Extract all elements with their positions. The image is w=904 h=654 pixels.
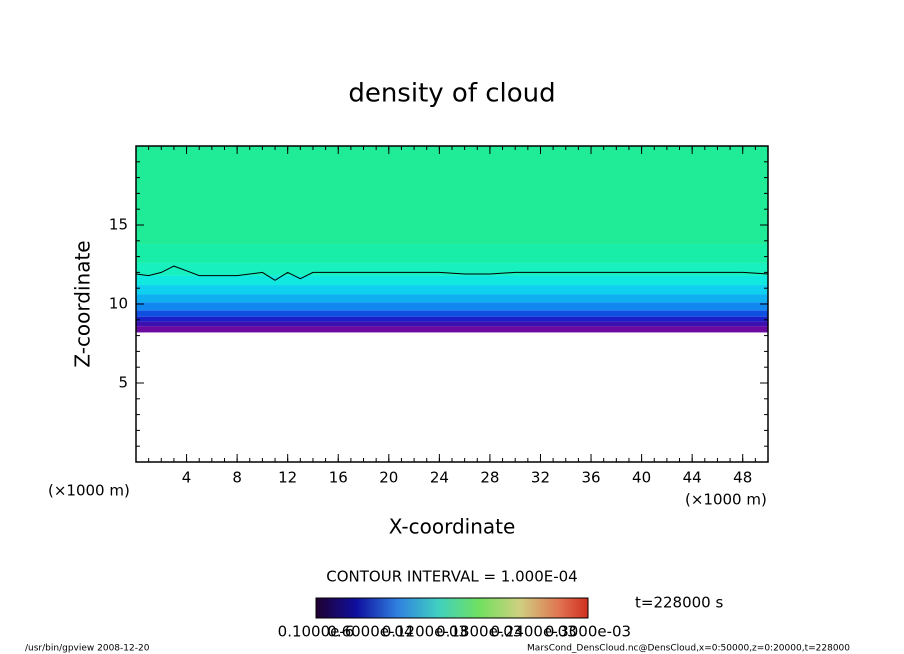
x-unit: (×1000 m) (48, 482, 130, 500)
fill-band (136, 316, 768, 322)
x-axis-label: X-coordinate (389, 515, 516, 539)
x-tick-label: 24 (430, 469, 449, 487)
colorbar-label: 0.1000e-6 (278, 623, 355, 641)
x-tick-label: 8 (232, 469, 242, 487)
y-unit: (×1000 m) (685, 491, 767, 509)
footer-left: /usr/bin/gpview 2008-12-20 (25, 644, 150, 654)
fill-band (136, 302, 768, 311)
x-tick-label: 48 (733, 469, 752, 487)
fill-band (136, 326, 768, 333)
footer-right: MarsCond_DensCloud.nc@DensCloud,x=0:5000… (527, 644, 850, 654)
x-tick-label: 16 (329, 469, 348, 487)
colorbar-label: 0.1200e-03 (382, 623, 468, 641)
colorbar (315, 597, 589, 619)
y-tick-label: 5 (118, 374, 128, 392)
contour-interval: CONTOUR INTERVAL = 1.000E-04 (326, 568, 577, 586)
x-tick-label: 32 (531, 469, 550, 487)
fill-band (136, 146, 768, 244)
fill-band (136, 275, 768, 286)
fill-band (136, 285, 768, 295)
fill-band (136, 321, 768, 327)
contour-line (135, 265, 769, 281)
plot-area (135, 146, 769, 333)
time-label: t=228000 s (635, 594, 723, 612)
colorbar-label: 0.1800e-03 (436, 623, 522, 641)
y-tick-label: 15 (109, 216, 128, 234)
y-axis-label: Z-coordinate (71, 240, 95, 367)
fill-band (136, 243, 768, 263)
x-tick-label: 40 (632, 469, 651, 487)
x-tick-label: 20 (379, 469, 398, 487)
x-tick-label: 44 (683, 469, 702, 487)
y-tick-label: 10 (109, 295, 128, 313)
colorbar-label: 0.6000e-04 (327, 623, 413, 641)
x-tick-label: 28 (480, 469, 499, 487)
x-tick-label: 36 (581, 469, 600, 487)
fill-band (136, 310, 768, 317)
fill-band (136, 294, 768, 303)
colorbar-label: 0.3000e-03 (545, 623, 631, 641)
x-tick-label: 12 (278, 469, 297, 487)
chart-title: density of cloud (348, 79, 555, 109)
x-tick-label: 4 (182, 469, 192, 487)
colorbar-label: 0.2400e-03 (490, 623, 576, 641)
